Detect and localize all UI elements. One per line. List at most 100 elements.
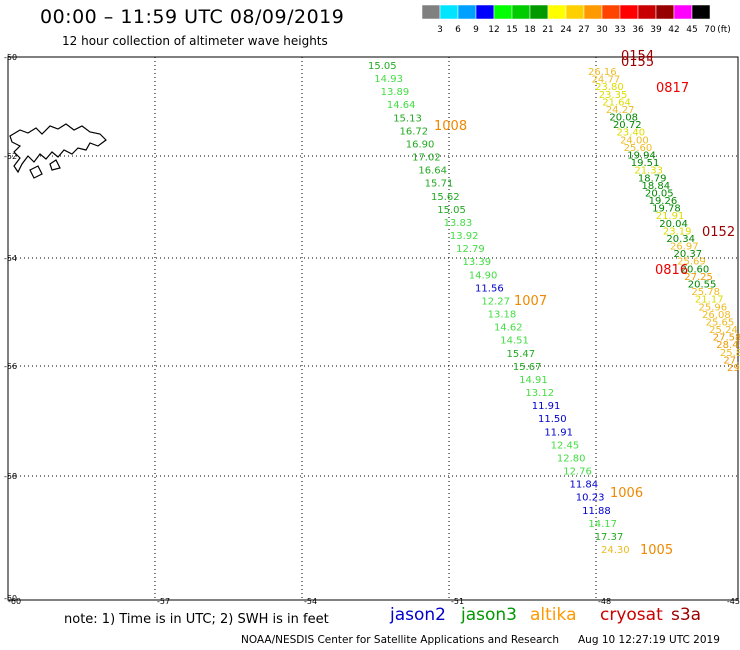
jason3-swh-label: 15.62 <box>431 192 460 203</box>
altika-swh-label: 20.08 <box>609 113 638 124</box>
page-title: 00:00 – 11:59 UTC 08/09/2019 <box>40 6 345 28</box>
legend-altika: altika <box>530 605 577 625</box>
track-time-label: 0817 <box>656 81 689 96</box>
altika-swh-label: 24.77 <box>592 75 621 86</box>
jason3-swh-label: 14.93 <box>374 74 403 85</box>
altika-swh-label: 20.04 <box>659 219 688 230</box>
altika-swh-label: 20.72 <box>613 120 642 131</box>
altika-swh-label: 26.16 <box>588 67 617 78</box>
jason3-swh-label: 11.56 <box>475 283 504 294</box>
jason3-swh-label: 12.45 <box>551 440 580 451</box>
altika-swh-label: 25.24 <box>709 325 738 336</box>
jason3-swh-label: 13.89 <box>381 87 410 98</box>
colorbar-swatch <box>691 5 711 20</box>
jason3-swh-label: 17.02 <box>412 153 441 164</box>
jason3-swh-label: 11.84 <box>570 480 599 491</box>
colorbar-tick-label: 27 <box>578 25 589 35</box>
longitude-label: -54 <box>304 597 317 605</box>
color-scale-legend: 3 6 9 12 15 18 21 24 27 30 33 36 39 42 45 70 (ft) <box>422 5 731 35</box>
jason3-swh-label: 11.91 <box>544 427 573 438</box>
track-time-label: 1006 <box>610 486 643 501</box>
altika-swh-label: 21.17 <box>695 295 724 306</box>
track-time-label: 1008 <box>434 119 467 134</box>
jason3-swh-label: 13.92 <box>450 231 479 242</box>
colorbar-tick-label: 21 <box>542 25 553 35</box>
altika-swh-label: 20.55 <box>688 280 717 291</box>
colorbar-tick-label: 15 <box>506 25 517 35</box>
jason3-swh-label: 15.05 <box>437 205 466 216</box>
legend-s3a: s3a <box>671 605 702 625</box>
track-time-label: 0152 <box>702 225 735 240</box>
jason3-swh-label: 11.88 <box>582 506 611 517</box>
latitude-label: -58 <box>4 472 17 481</box>
latitude-label: -56 <box>4 362 17 371</box>
jason3-swh-label: 15.67 <box>513 362 542 373</box>
altika-swh-label: 25.96 <box>698 302 727 313</box>
map-frame <box>7 56 739 601</box>
jason3-swh-label: 12.79 <box>456 244 485 255</box>
altika-swh-label: 25.60 <box>624 143 653 154</box>
jason3-swh-label: 12.27 <box>481 296 510 307</box>
altika-swh-label: 26.08 <box>702 310 731 321</box>
jason3-swh-label: 13.18 <box>488 310 517 321</box>
colorbar-tick-label: 30 <box>596 25 608 35</box>
jason3-swh-label: 14.51 <box>500 336 529 347</box>
altika-swh-label: 20.60 <box>681 264 710 275</box>
altika-swh-label: 19.78 <box>652 204 681 215</box>
colorbar-tick-label: 6 <box>455 25 461 35</box>
altika-swh-label: 29 <box>727 363 740 374</box>
colorbar-tick-label: 12 <box>488 25 499 35</box>
jason3-swh-label: 15.05 <box>368 61 397 72</box>
altika-swh-label: 24.27 <box>606 105 635 116</box>
longitude-label: -57 <box>157 597 170 605</box>
altika-swh-label: 20.34 <box>666 234 695 245</box>
jason3-swh-label: 11.50 <box>538 414 567 425</box>
altika-swh-label: 21.33 <box>634 166 663 177</box>
altika-swh-label: 18.84 <box>641 181 670 192</box>
latitude-label: -50 <box>4 53 17 62</box>
jason3-swh-label: 12.80 <box>557 453 586 464</box>
altika-swh-label: 25.69 <box>677 257 706 268</box>
jason3-swh-label: 17.37 <box>595 532 624 543</box>
altika-swh-label: 25.78 <box>691 287 720 298</box>
altimeter-map: -50 -52 -54 -56 -58 -60-60 -57 -54 -51 -48 -45 15.0… <box>4 49 740 605</box>
track-time-label: 1005 <box>640 543 673 558</box>
longitude-label: -45 <box>727 597 740 605</box>
altika-swh-label: 23.19 <box>663 226 692 237</box>
latitude-label: -52 <box>4 152 17 161</box>
colorbar-tick-label: 9 <box>473 25 479 35</box>
altika-swh-label: 18.79 <box>638 173 667 184</box>
longitude-label: -51 <box>451 597 464 605</box>
colorbar-tick-label: 39 <box>650 25 662 35</box>
track-time-label: 0154 <box>621 49 654 64</box>
altika-swh-label: 19.26 <box>649 196 678 207</box>
jason3-swh-label: 14.91 <box>519 375 548 386</box>
altika-swh-label: 28.45 <box>716 340 740 351</box>
altika-swh-label: 21.64 <box>602 97 631 108</box>
altika-swh-label: 27.58 <box>713 333 740 344</box>
track-time-label: 0816 <box>655 263 688 278</box>
altika-swh-label: 20.37 <box>674 249 703 260</box>
jason3-swh-label: 12.76 <box>563 467 592 478</box>
altika-swh-label: 19.51 <box>631 158 660 169</box>
jason3-swh-label: 10.23 <box>576 493 605 504</box>
jason3-swh-label: 16.90 <box>406 139 435 150</box>
altika-swh-label: 27.1 <box>723 355 740 366</box>
jason3-swh-label: 15.13 <box>393 113 422 124</box>
altika-swh-label: 23.35 <box>599 90 628 101</box>
latitude-label: -60 <box>4 594 17 603</box>
altika-swh-label: 20.05 <box>645 188 674 199</box>
credit-text: NOAA/NESDIS Center for Satellite Applica… <box>241 634 559 646</box>
altika-swh-label: 21.91 <box>656 211 685 222</box>
colorbar-tick-label: 24 <box>560 25 572 35</box>
jason3-swh-label: 15.71 <box>425 179 454 190</box>
jason3-swh-label: 24.30 <box>601 545 630 556</box>
longitude-label: -60 <box>8 597 21 605</box>
altika-swh-label: 25.87 <box>720 348 740 359</box>
colorbar-tick-label: 45 <box>686 25 697 35</box>
jason3-swh-label: 14.17 <box>588 519 617 530</box>
altika-swh-label: 25.65 <box>706 317 735 328</box>
page-subtitle: 12 hour collection of altimeter wave hei… <box>62 34 328 48</box>
colorbar-tick-label: 70 <box>704 25 716 35</box>
altika-swh-label: 23.80 <box>595 82 624 93</box>
